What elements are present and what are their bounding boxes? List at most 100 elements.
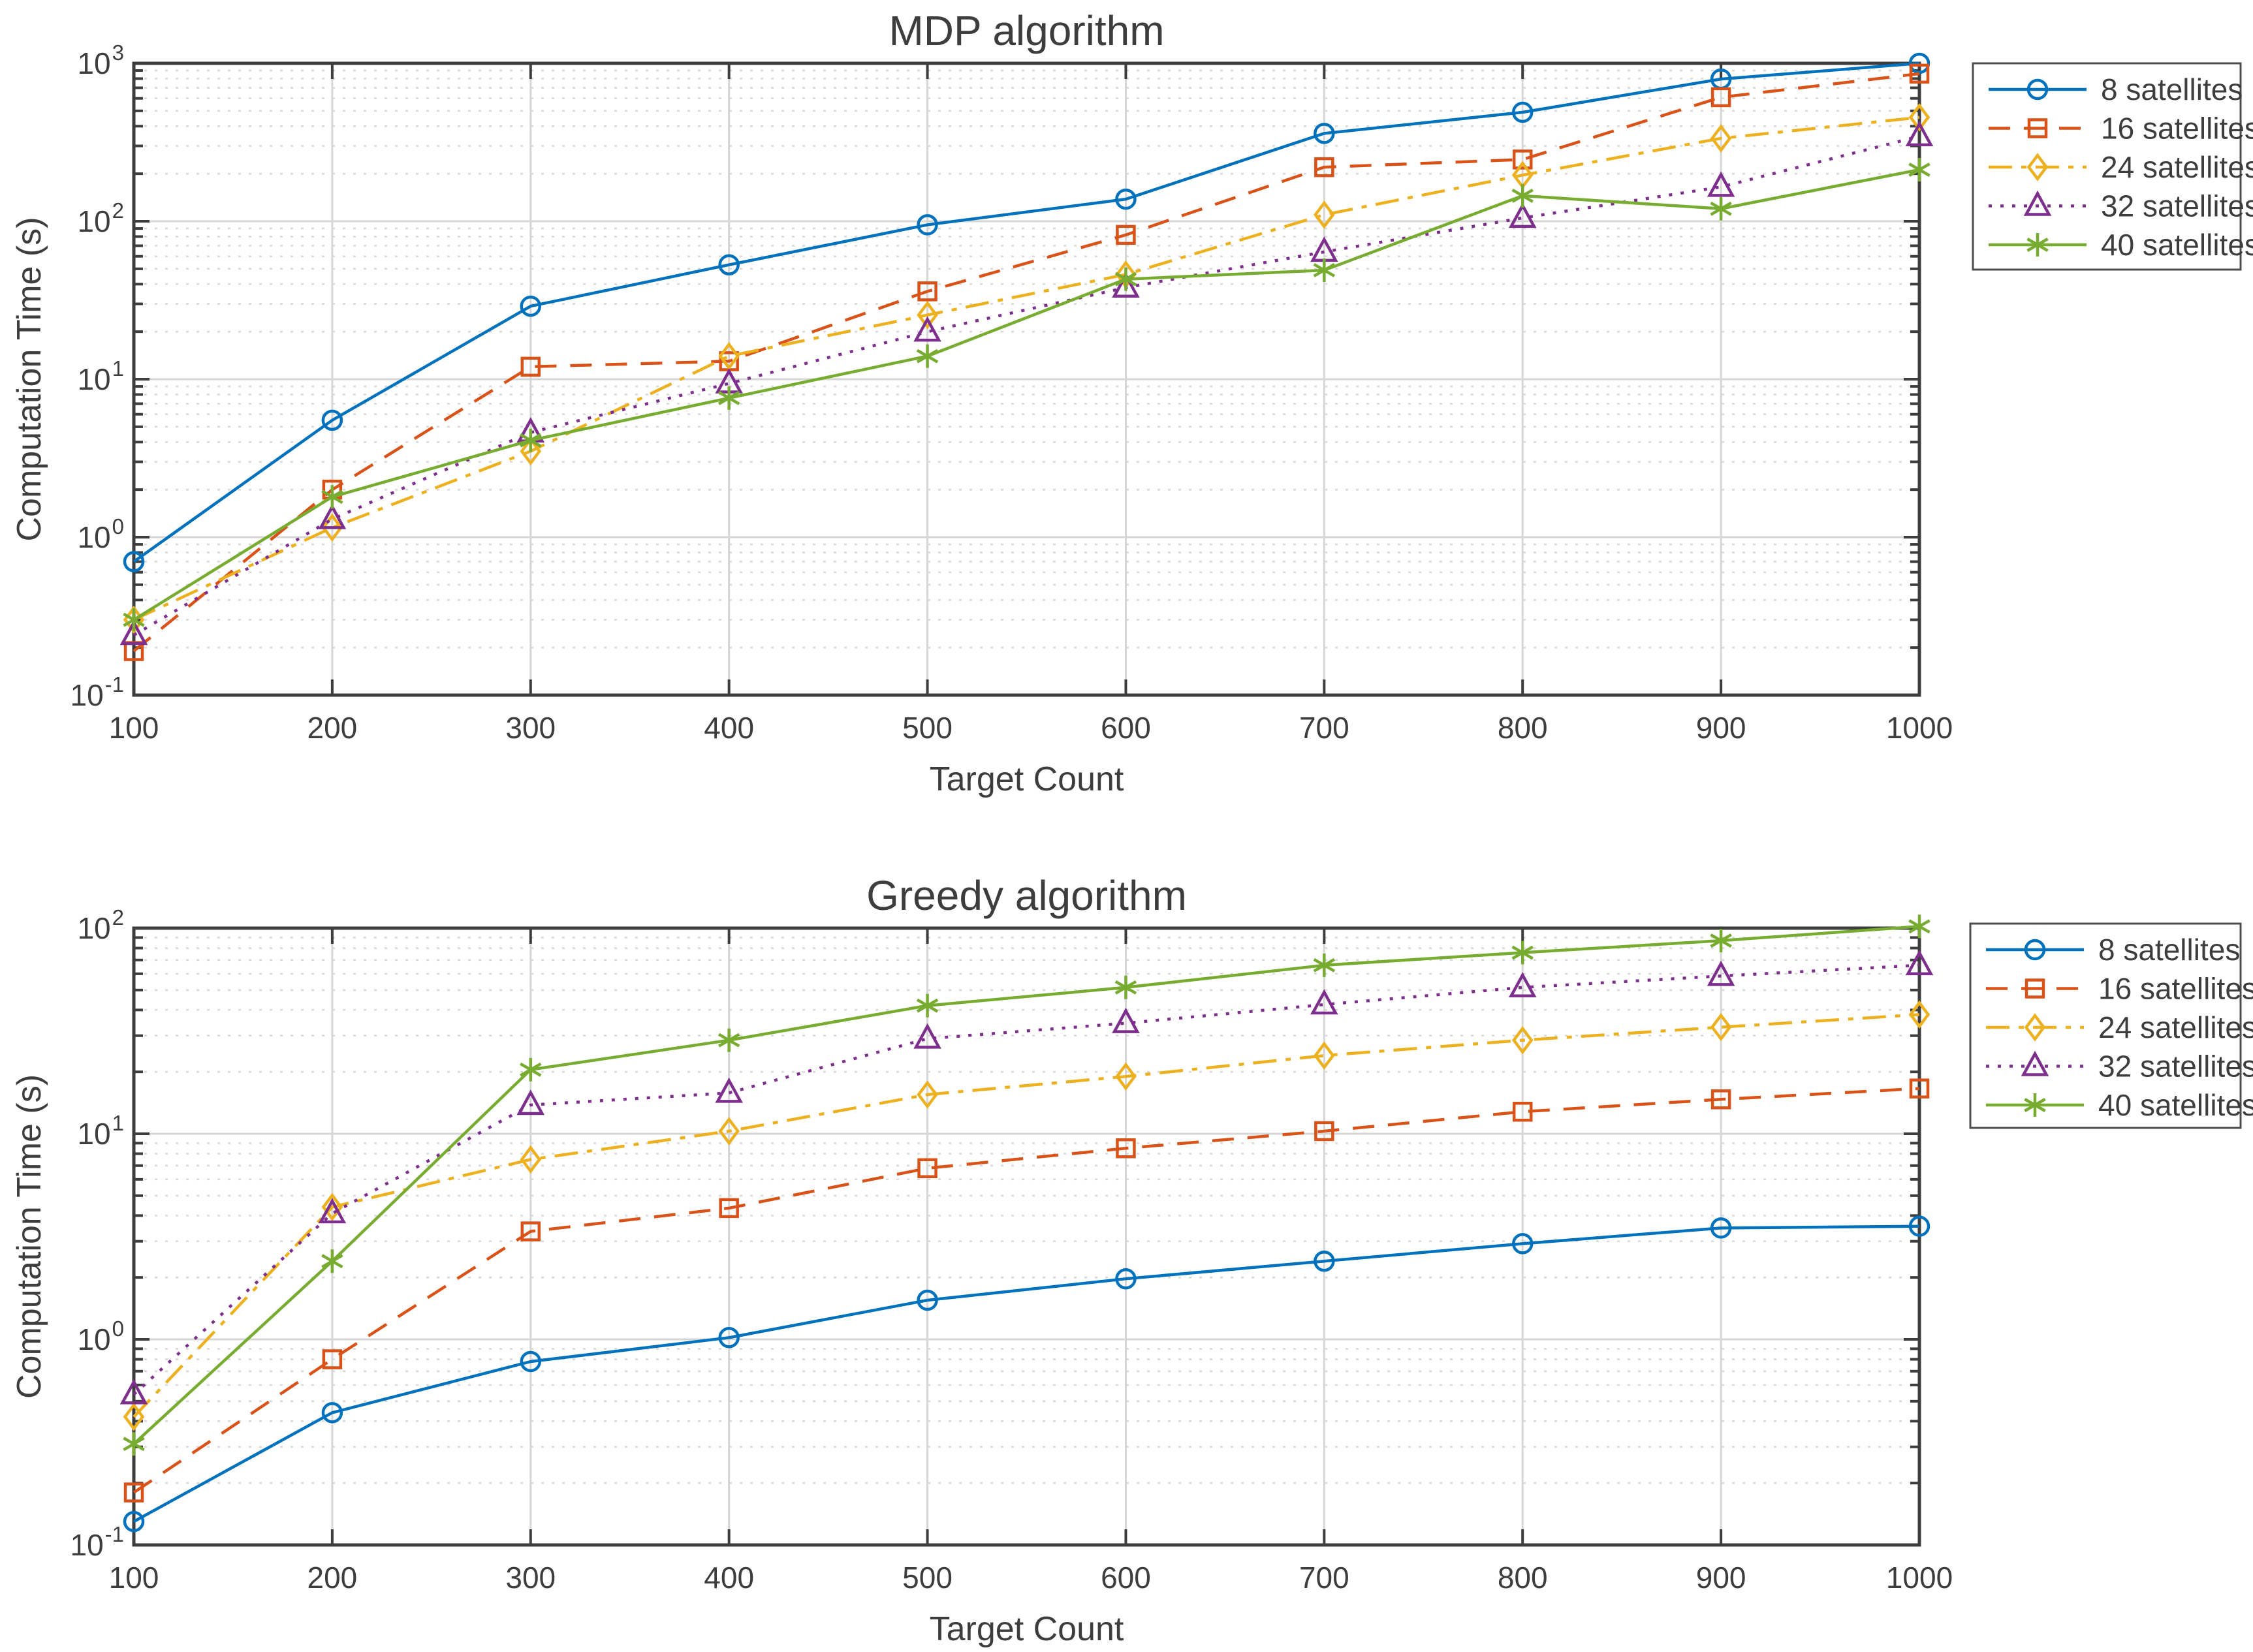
grid-minor <box>134 69 1919 649</box>
marker-diamond <box>520 437 542 466</box>
marker-asterisk <box>1908 914 1930 939</box>
marker-asterisk <box>1114 267 1137 291</box>
legend-label: 8 satellites <box>2101 72 2243 106</box>
legend-label: 24 satellites <box>2101 150 2253 184</box>
legend-label: 8 satellites <box>2098 933 2240 967</box>
legend-label: 40 satellites <box>2101 228 2253 262</box>
series-line-24-satellites <box>133 116 1920 621</box>
x-tick-label: 800 <box>1498 1561 1548 1595</box>
x-tick-label: 200 <box>307 711 358 745</box>
x-tick-label: 100 <box>109 1561 159 1595</box>
marker-circle <box>1314 123 1335 144</box>
legend-box <box>1969 922 2242 1129</box>
marker-circle <box>520 295 542 317</box>
marker-diamond <box>1710 124 1732 153</box>
marker-circle <box>123 1510 145 1533</box>
marker-asterisk <box>520 1057 542 1082</box>
x-tick-label: 900 <box>1696 711 1746 745</box>
marker-circle <box>1908 52 1930 74</box>
marker-diamond <box>718 1117 740 1145</box>
series-line-32-satellites <box>133 963 1920 1395</box>
x-tick-label: 300 <box>505 711 556 745</box>
series-line-8-satellites <box>133 61 1920 563</box>
marker-square <box>520 356 541 377</box>
marker-square <box>1512 1101 1533 1122</box>
marker-diamond <box>1511 1025 1534 1055</box>
chart-title: Greedy algorithm <box>866 872 1187 919</box>
axis-ticks <box>133 62 1921 696</box>
series-markers-40-satellites <box>123 158 1930 632</box>
marker-asterisk <box>1511 183 1534 208</box>
chart-mdp-algorithm: 100 200 300 400 500 600 700 800 900 100010-110010… <box>10 7 2253 798</box>
marker-circle <box>123 551 145 572</box>
marker-square <box>917 281 937 302</box>
series-markers-24-satellites <box>123 1000 1930 1431</box>
series-line-8-satellites <box>133 1224 1920 1523</box>
legend-label: 24 satellites <box>2098 1010 2253 1044</box>
x-tick-label: 900 <box>1696 1561 1746 1595</box>
series-markers-8-satellites <box>123 52 1930 572</box>
marker-square <box>520 1221 541 1241</box>
x-tick-label: 600 <box>1101 1561 1151 1595</box>
marker-asterisk <box>321 1249 343 1273</box>
series-markers-16-satellites <box>123 63 1930 661</box>
marker-triangle <box>913 316 941 342</box>
marker-asterisk <box>1114 975 1137 999</box>
marker-diamond <box>1908 103 1930 132</box>
marker-circle <box>1115 188 1137 210</box>
legend-entry-24-satellites: 24 satellites <box>1986 1010 2253 1044</box>
legend-box <box>1972 62 2242 271</box>
marker-diamond <box>520 1145 542 1174</box>
x-tick-label: 400 <box>704 711 754 745</box>
grid-major <box>134 928 1919 1545</box>
marker-square <box>719 1198 739 1219</box>
marker-triangle <box>119 619 148 646</box>
y-tick-label: 101 <box>77 1111 124 1151</box>
marker-diamond <box>1115 1062 1137 1091</box>
marker-triangle <box>913 1023 941 1049</box>
marker-asterisk <box>1908 158 1930 182</box>
legend-marker-diamond <box>2024 1013 2046 1042</box>
marker-diamond <box>123 1402 145 1431</box>
x-tick-labels: 100 200 300 400 500 600 700 800 900 1000 <box>109 711 1953 745</box>
marker-circle <box>1511 101 1534 123</box>
marker-circle <box>1314 1250 1335 1272</box>
marker-diamond <box>321 513 343 542</box>
legend-entry-32-satellites: 32 satellites <box>1986 1050 2253 1083</box>
series-markers-16-satellites <box>123 1078 1930 1503</box>
legend-entry-16-satellites: 16 satellites <box>1989 112 2253 146</box>
marker-square <box>1116 225 1136 245</box>
x-tick-label: 100 <box>109 711 159 745</box>
legend-entry-40-satellites: 40 satellites <box>1986 1088 2253 1122</box>
legend-marker-square <box>2025 978 2045 999</box>
y-tick-label: 100 <box>77 1317 124 1356</box>
y-tick-labels: 10-1 100 101 102 <box>70 905 124 1562</box>
marker-square <box>322 1349 343 1369</box>
marker-circle <box>321 409 343 431</box>
marker-asterisk <box>1313 953 1336 977</box>
marker-triangle <box>318 503 347 529</box>
series-line-40-satellites <box>133 168 1920 621</box>
marker-diamond <box>1908 1000 1930 1029</box>
y-tick-label: 100 <box>77 514 124 554</box>
legend-marker-triangle <box>2021 1050 2049 1076</box>
y-axis-label: Computation Time (s) <box>10 217 48 541</box>
marker-square <box>1512 149 1533 170</box>
marker-asterisk <box>321 485 343 509</box>
marker-triangle <box>1905 950 1934 976</box>
marker-square <box>917 1158 937 1179</box>
marker-square <box>1314 157 1334 178</box>
marker-square <box>123 1482 144 1503</box>
y-axis-label: Computation Time (s) <box>10 1074 48 1399</box>
marker-square <box>1909 1078 1930 1099</box>
marker-triangle <box>1707 171 1735 197</box>
marker-circle <box>917 1289 938 1311</box>
marker-diamond <box>1710 1012 1732 1042</box>
marker-asterisk <box>1710 196 1732 221</box>
legend-entry-8-satellites: 8 satellites <box>1989 72 2243 106</box>
marker-triangle <box>1905 121 1934 147</box>
y-tick-label: 102 <box>77 905 124 945</box>
marker-triangle <box>318 1198 347 1224</box>
